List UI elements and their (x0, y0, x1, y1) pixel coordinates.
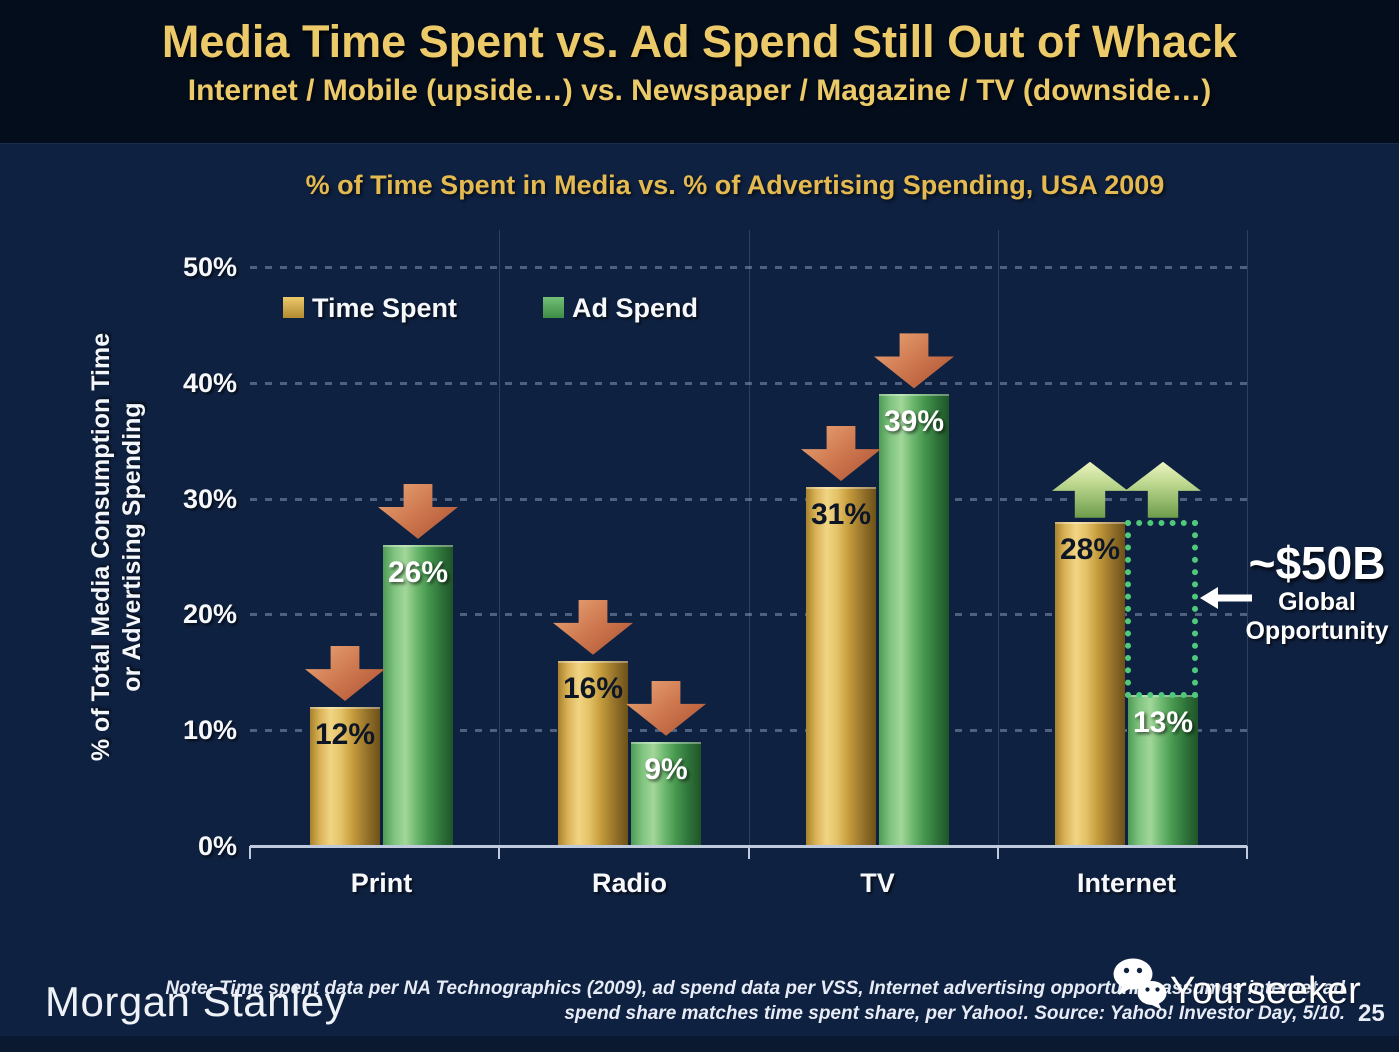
y-axis-title-line2: or Advertising Spending (118, 402, 146, 692)
trend-down-arrow-icon (378, 483, 458, 539)
ytick-label-10: 10% (182, 715, 237, 746)
y-axis-title: % of Total Media Consumption Time or Adv… (86, 237, 148, 857)
gridline-50 (250, 266, 1247, 269)
ytick-label-20: 20% (182, 599, 237, 630)
category-label-internet: Internet (1076, 868, 1176, 898)
trend-down-arrow-icon (305, 646, 385, 702)
category-boundary-line (1247, 230, 1248, 846)
source-note: Note: Time spent data per NA Technograph… (165, 976, 1345, 1026)
bar-ad-spend-print: 26% (383, 544, 453, 848)
bar-value-label: 26% (387, 555, 449, 589)
x-axis-tick (747, 846, 750, 859)
bar-value-label: 16% (562, 671, 624, 705)
source-note-line2: spend share matches time spent share, pe… (564, 1003, 1345, 1024)
ytick-label-50: 50% (182, 252, 237, 282)
bar-value-label: 9% (644, 752, 688, 786)
opportunity-dotted-box (1125, 519, 1198, 699)
bar-ad-spend-radio: 9% (631, 741, 701, 848)
left-arrow-icon (1200, 587, 1252, 609)
ytick-label-40: 40% (182, 367, 237, 398)
x-axis-tick (1246, 846, 1248, 859)
brand-logo: Morgan Stanley (45, 978, 347, 1025)
trend-up-arrow-icon (1052, 461, 1128, 518)
opportunity-annotation: ~$50B Global Opportunity (1232, 538, 1399, 646)
category-label-print: Print (350, 868, 413, 898)
opportunity-line1: Global (1278, 588, 1356, 616)
ytick-label-30: 30% (182, 483, 237, 514)
trend-down-arrow-icon (626, 680, 706, 736)
bar-time-spent-radio: 16% (558, 660, 628, 848)
bottom-strip (0, 1036, 1399, 1052)
bar-time-spent-internet: 28% (1055, 521, 1125, 848)
trend-up-arrow-icon (1125, 461, 1201, 518)
category-boundary-line (997, 230, 999, 846)
bar-time-spent-print: 12% (310, 707, 380, 848)
page-number: 25 (1358, 1000, 1385, 1027)
trend-down-arrow-icon (874, 333, 954, 389)
bar-ad-spend-internet: 13% (1128, 695, 1198, 848)
x-axis-tick (498, 846, 501, 859)
gridline-30 (250, 497, 1247, 501)
bar-value-label: 39% (883, 405, 945, 439)
category-label-tv: TV (860, 868, 895, 898)
bar-ad-spend-tv: 39% (879, 394, 949, 848)
source-note-line1: Note: Time spent data per NA Technograph… (165, 978, 1345, 999)
gridline-20 (250, 613, 1247, 617)
bar-time-spent-tv: 31% (806, 487, 876, 848)
trend-down-arrow-icon (801, 426, 881, 482)
bar-value-label: 31% (810, 498, 872, 532)
bar-value-label: 12% (314, 718, 376, 752)
page-title: Media Time Spent vs. Ad Spend Still Out … (161, 16, 1238, 67)
y-axis-title-line1: % of Total Media Consumption Time (87, 332, 115, 762)
opportunity-line2: Opportunity (1245, 617, 1389, 645)
bar-value-label: 28% (1059, 532, 1121, 566)
legend-label-time-spent: Time Spent (312, 293, 458, 323)
header-band (0, 0, 1399, 144)
page-subtitle: Internet / Mobile (upside…) vs. Newspape… (187, 74, 1212, 107)
wechat-icon (1113, 958, 1167, 1010)
ytick-label-0: 0% (197, 831, 237, 861)
bar-value-label: 13% (1132, 706, 1194, 740)
legend-label-ad-spend: Ad Spend (572, 293, 698, 323)
x-axis-tick (249, 846, 251, 859)
category-boundary-line (499, 230, 501, 846)
x-axis-tick (996, 846, 999, 859)
watermark-text: Yourseeker (1170, 970, 1361, 1012)
trend-down-arrow-icon (553, 599, 633, 655)
legend-swatch-time-spent (283, 297, 304, 318)
category-boundary-line (748, 230, 750, 846)
legend-swatch-ad-spend (543, 297, 564, 318)
category-label-radio: Radio (591, 868, 667, 898)
gridline-40 (250, 381, 1247, 385)
opportunity-headline: ~$50B (1248, 537, 1386, 589)
chart-title: % of Time Spent in Media vs. % of Advert… (305, 170, 1165, 200)
gridline-10 (250, 729, 1247, 733)
